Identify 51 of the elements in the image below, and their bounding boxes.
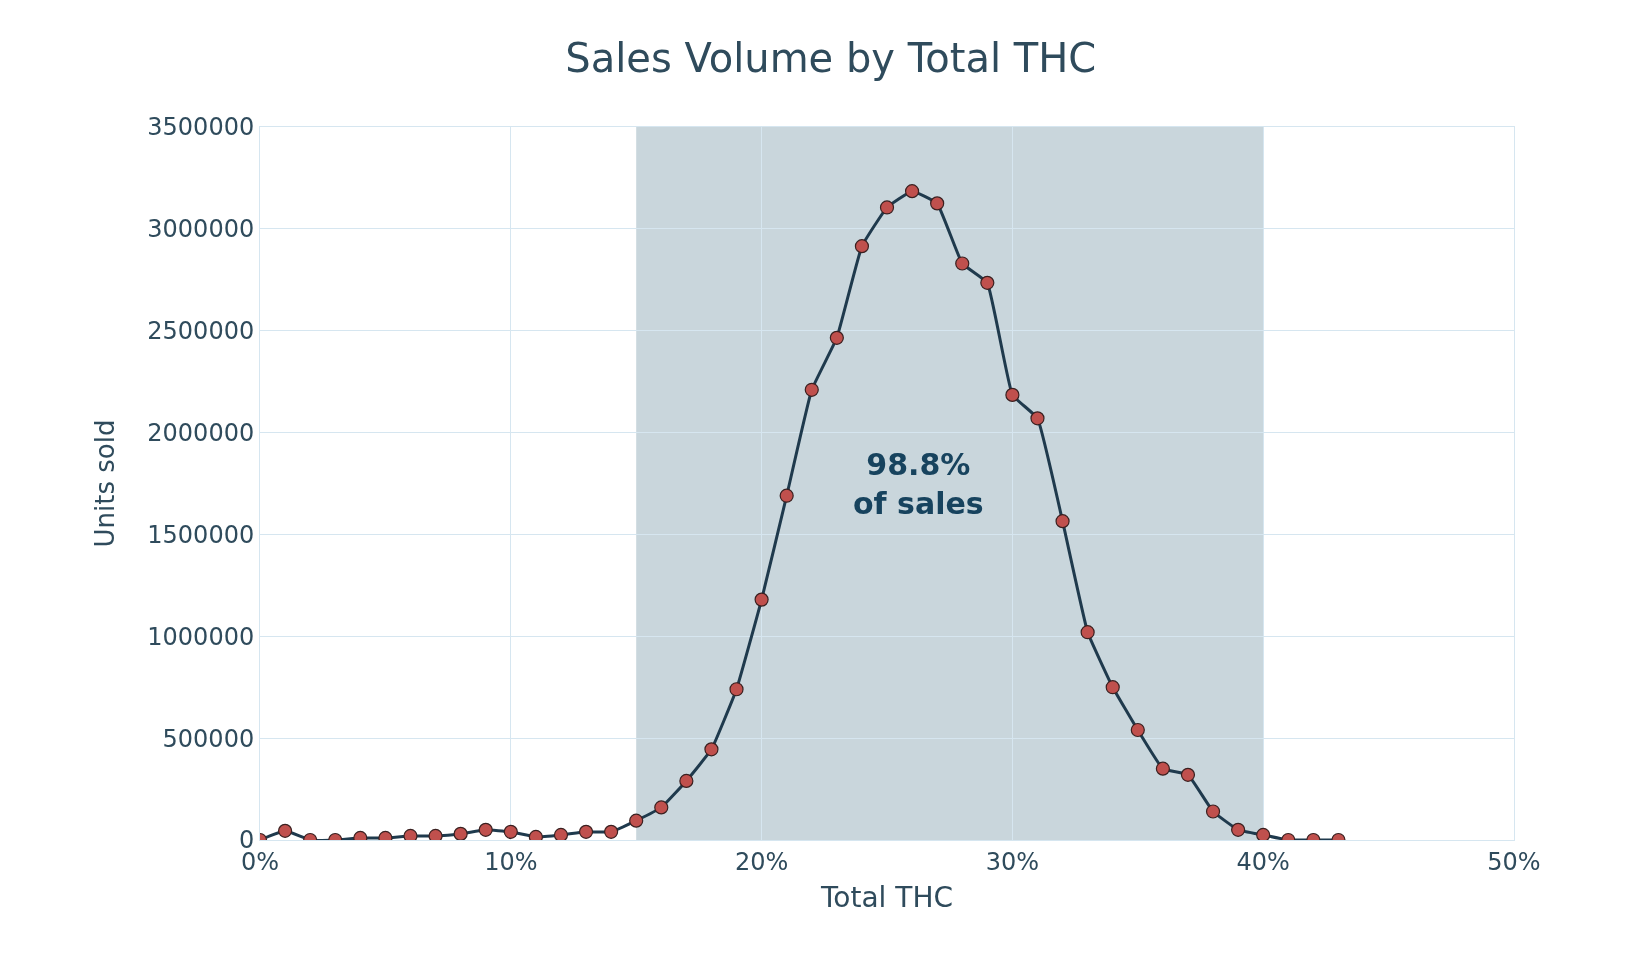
x-tick-label: 30% <box>985 847 1040 876</box>
point <box>1180 767 1196 782</box>
point <box>829 330 844 345</box>
y-tick-label: 1000000 <box>147 622 255 651</box>
point <box>1231 822 1246 837</box>
y-tick-label: 3000000 <box>147 215 255 244</box>
point <box>629 813 644 828</box>
y-tick-label: 1500000 <box>147 520 255 549</box>
point <box>503 824 518 839</box>
point <box>1030 411 1045 426</box>
point <box>779 488 794 503</box>
point <box>277 823 293 838</box>
point <box>1080 625 1095 640</box>
point <box>1205 804 1221 819</box>
point <box>879 200 895 215</box>
point <box>654 800 669 815</box>
point <box>1005 387 1020 402</box>
point <box>553 827 569 840</box>
point <box>578 824 594 839</box>
y-axis-title: Units sold <box>89 419 120 548</box>
point <box>955 256 970 271</box>
point <box>403 828 418 840</box>
x-axis-title: Total THC <box>819 880 954 914</box>
point <box>428 828 443 840</box>
point <box>980 275 995 290</box>
y-tick-label: 500000 <box>162 724 255 753</box>
point <box>904 184 920 199</box>
point <box>679 773 694 789</box>
point <box>453 826 468 840</box>
point <box>604 824 619 839</box>
point <box>930 196 945 211</box>
point <box>804 382 819 397</box>
y-tick-label: 2000000 <box>147 418 255 447</box>
point <box>478 822 493 837</box>
point <box>1105 680 1120 695</box>
y-tick-label: 3500000 <box>147 113 255 142</box>
x-tick-label: 40% <box>1236 847 1290 876</box>
point <box>729 682 744 697</box>
x-tick-label: 10% <box>484 847 538 876</box>
point <box>854 239 870 254</box>
y-tick-label: 2500000 <box>147 317 255 346</box>
x-tick-label: 20% <box>734 847 789 876</box>
point <box>704 742 719 757</box>
point <box>1256 827 1271 840</box>
point <box>1155 761 1170 776</box>
chart-title: Sales Volume by Total THC <box>565 34 1097 81</box>
point <box>754 592 769 607</box>
point <box>1055 514 1070 529</box>
x-tick-label: 50% <box>1487 847 1541 876</box>
point <box>1130 722 1145 738</box>
annotation: 98.8% of sales <box>853 447 984 521</box>
